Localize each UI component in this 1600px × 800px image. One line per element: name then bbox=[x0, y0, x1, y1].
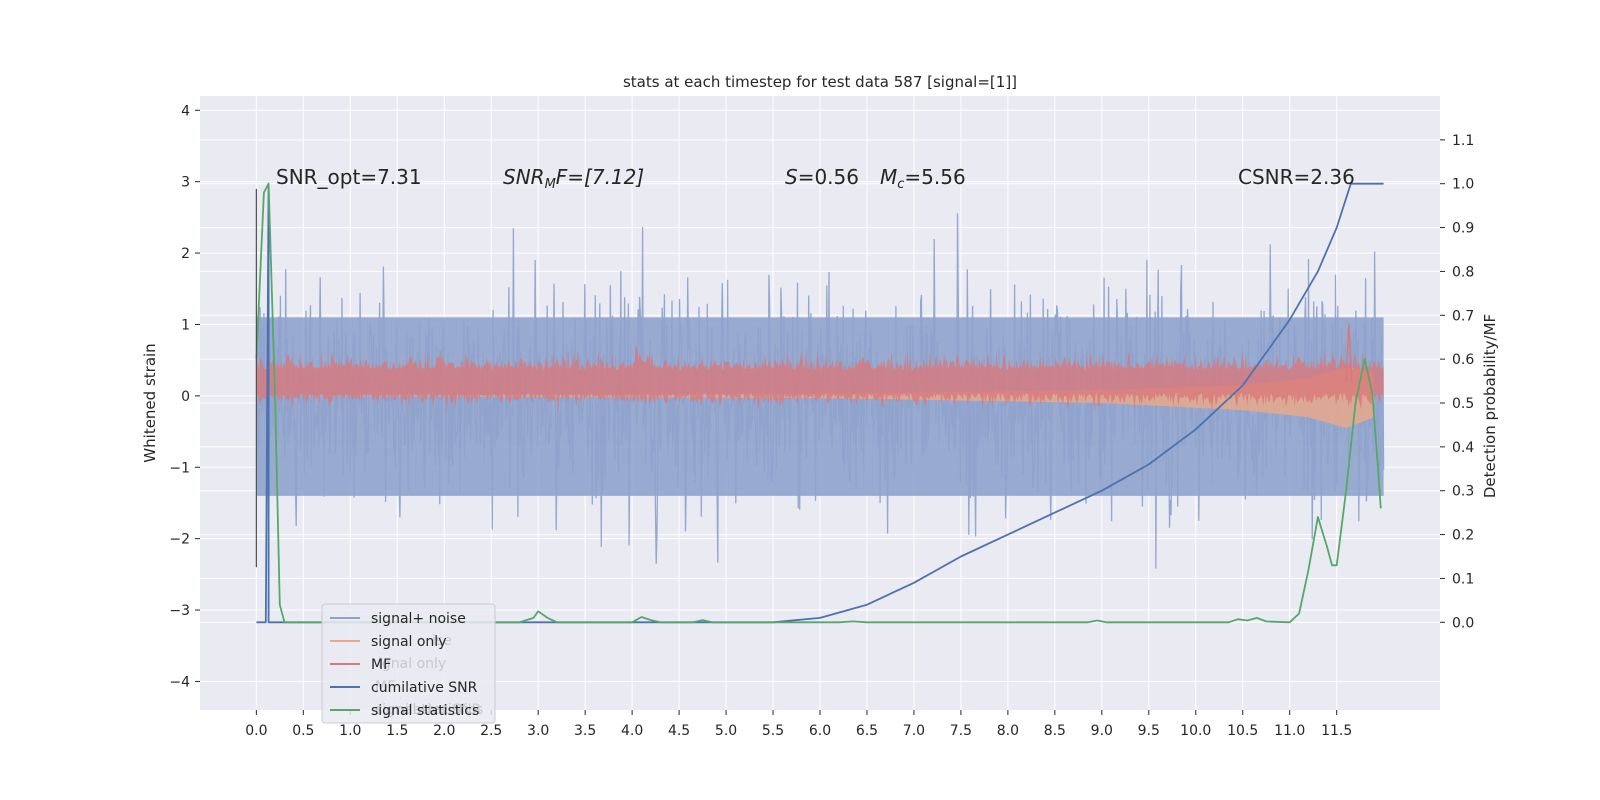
signal-statistics-line bbox=[255, 182, 1382, 624]
series-mf bbox=[256, 324, 1384, 415]
x-tick-label: 7.0 bbox=[903, 723, 925, 739]
legend-label-signal-only: signal only bbox=[371, 634, 446, 650]
x-tick-label: 1.5 bbox=[386, 723, 408, 739]
legend-box bbox=[321, 603, 496, 724]
y-right-tick-label: 0.5 bbox=[1452, 396, 1474, 412]
legend-label-signal-statistics: signal statistics bbox=[371, 703, 479, 719]
x-tick-label: 8.0 bbox=[997, 723, 1019, 739]
x-axis-ticks: 0.0 0.5 1.0 1.5 2.0 2.5 3.0 3.5 4.0 4.5 5.0 5.5 6.0 6… bbox=[245, 710, 1352, 739]
y-axis-right-label: Detection probability/MF bbox=[1481, 314, 1499, 498]
y-right-tick-label: 1.1 bbox=[1452, 133, 1474, 149]
y-right-tick-label: 0.2 bbox=[1452, 528, 1474, 544]
legend-label-mf: MF bbox=[371, 657, 391, 673]
y-right-axis-ticks: 1.1 1.0 0.9 0.8 0.7 0.6 0.5 0.4 0.3 0.2 0.1 0.0 bbox=[1440, 133, 1474, 631]
y-axis-left-label: Whitened strain bbox=[141, 343, 159, 462]
x-tick-label: 1.0 bbox=[339, 723, 361, 739]
y-right-tick-label: 1.0 bbox=[1452, 177, 1474, 193]
annotation-snr-opt: SNR_opt=7.31 bbox=[276, 165, 422, 189]
y-left-tick-label: 2 bbox=[181, 246, 190, 262]
mc-val: =5.56 bbox=[904, 165, 965, 189]
x-tick-label: 5.0 bbox=[715, 723, 737, 739]
annotation-csnr: CSNR=2.36 bbox=[1238, 165, 1355, 189]
y-right-tick-label: 0.6 bbox=[1452, 352, 1474, 368]
snr-mf-sub: M bbox=[545, 177, 556, 192]
legend-label-cumulative-snr: cumilative SNR bbox=[371, 680, 478, 696]
annotation-s: S=0.56 bbox=[785, 165, 859, 189]
x-tick-label: 8.5 bbox=[1044, 723, 1066, 739]
legend-ghost-1: ise bbox=[432, 633, 452, 649]
x-tick-label: 0.0 bbox=[245, 723, 267, 739]
legend-ghost-4: cumilative SNR bbox=[375, 702, 482, 718]
mf-peak bbox=[1345, 324, 1353, 382]
x-tick-label: 3.5 bbox=[574, 723, 596, 739]
x-tick-label: 10.5 bbox=[1227, 723, 1258, 739]
s-val: =0.56 bbox=[798, 165, 859, 189]
y-left-tick-label: −1 bbox=[169, 460, 190, 476]
x-tick-label: 11.0 bbox=[1274, 723, 1305, 739]
x-tick-label: 9.0 bbox=[1091, 723, 1113, 739]
annotations: SNR_opt=7.31 SNRMF=[7.12] S=0.56 Mc=5.56… bbox=[276, 165, 1355, 192]
y-left-tick-label: −4 bbox=[169, 674, 190, 690]
y-right-tick-label: 0.7 bbox=[1452, 308, 1474, 324]
y-left-tick-label: 3 bbox=[181, 175, 190, 191]
legend-ghost-text: ise ignal only MF cumilative SNR signal … bbox=[375, 633, 483, 718]
chart-title: stats at each timestep for test data 587… bbox=[623, 73, 1017, 91]
y-left-tick-label: 0 bbox=[181, 389, 190, 405]
legend-ghost-3: MF bbox=[375, 679, 395, 695]
x-tick-label: 6.5 bbox=[856, 723, 878, 739]
y-right-tick-label: 0.0 bbox=[1452, 615, 1474, 631]
mc-var: M bbox=[880, 165, 897, 189]
y-right-tick-label: 0.9 bbox=[1452, 221, 1474, 237]
annotation-mc: Mc=5.56 bbox=[880, 165, 966, 192]
x-tick-label: 11.5 bbox=[1321, 723, 1352, 739]
y-left-tick-label: −3 bbox=[169, 603, 190, 619]
snr-mf-f: F=[7.12] bbox=[556, 165, 644, 189]
legend-label-signal-noise: signal+ noise bbox=[371, 611, 466, 627]
y-right-tick-label: 0.3 bbox=[1452, 484, 1474, 500]
annotation-snr-mf: SNRMF=[7.12] bbox=[503, 165, 644, 192]
y-right-tick-label: 0.1 bbox=[1452, 571, 1474, 587]
series-layer bbox=[255, 182, 1385, 624]
x-tick-label: 7.5 bbox=[950, 723, 972, 739]
x-tick-label: 6.0 bbox=[809, 723, 831, 739]
x-tick-label: 9.5 bbox=[1138, 723, 1160, 739]
y-right-tick-label: 0.8 bbox=[1452, 264, 1474, 280]
x-tick-label: 5.5 bbox=[762, 723, 784, 739]
y-left-tick-label: 1 bbox=[181, 317, 190, 333]
y-left-tick-label: 4 bbox=[181, 103, 190, 119]
x-tick-label: 2.0 bbox=[433, 723, 455, 739]
x-tick-label: 4.5 bbox=[668, 723, 690, 739]
snr-mf-main: SNR bbox=[503, 165, 545, 189]
x-tick-label: 0.5 bbox=[292, 723, 314, 739]
x-tick-label: 4.0 bbox=[621, 723, 643, 739]
y-right-tick-label: 0.4 bbox=[1452, 440, 1474, 456]
y-left-axis-ticks: 4 3 2 1 0 −1 −2 −3 −4 bbox=[169, 103, 200, 690]
series-signal-statistics bbox=[255, 182, 1382, 624]
legend: ise ignal only MF cumilative SNR signal … bbox=[321, 603, 496, 724]
x-tick-label: 3.0 bbox=[527, 723, 549, 739]
mf-band bbox=[256, 343, 1384, 415]
s-var: S bbox=[785, 165, 798, 189]
legend-ghost-2: ignal only bbox=[378, 656, 446, 672]
legend-ghost-5: signal statistics bbox=[375, 702, 483, 718]
y-left-tick-label: −2 bbox=[169, 532, 190, 548]
x-tick-label: 2.5 bbox=[480, 723, 502, 739]
mc-sub: c bbox=[897, 177, 904, 192]
x-tick-label: 10.0 bbox=[1180, 723, 1211, 739]
